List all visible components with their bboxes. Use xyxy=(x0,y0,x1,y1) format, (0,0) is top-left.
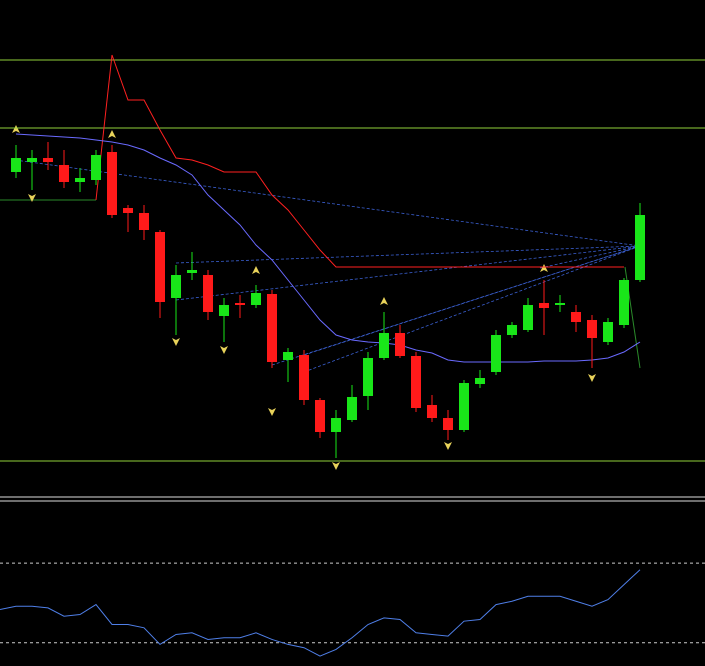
candle-body xyxy=(459,383,469,430)
candle-body xyxy=(139,213,149,230)
down-arrow xyxy=(332,462,340,470)
candle-body xyxy=(251,293,261,305)
up-arrow xyxy=(540,264,548,272)
fan-line xyxy=(14,159,641,247)
up-arrow xyxy=(108,130,116,138)
fan-line xyxy=(539,245,641,269)
candle-body xyxy=(155,232,165,302)
down-arrow xyxy=(220,346,228,354)
candle-body xyxy=(43,158,53,162)
down-arrow xyxy=(268,408,276,416)
candle-body xyxy=(619,280,629,325)
candle-body xyxy=(107,152,117,215)
candle-body xyxy=(539,303,549,308)
candle-body xyxy=(555,303,565,305)
candle-body xyxy=(283,352,293,360)
oscillator-line xyxy=(0,569,641,657)
candle-body xyxy=(235,303,245,305)
candle-body xyxy=(331,418,341,432)
candle-body xyxy=(299,355,309,400)
candle-body xyxy=(347,397,357,420)
candle-body xyxy=(75,178,85,182)
candle-body xyxy=(187,270,197,273)
candle-body xyxy=(395,333,405,356)
up-arrow xyxy=(380,297,388,305)
down-arrow xyxy=(28,194,36,202)
fan-line xyxy=(175,245,641,264)
candle-body xyxy=(203,275,213,312)
candle-body xyxy=(491,335,501,372)
candle-body xyxy=(363,358,373,396)
candle-body xyxy=(171,275,181,298)
candle-body xyxy=(91,155,101,180)
indicator-line xyxy=(15,133,641,363)
candle-body xyxy=(523,305,533,330)
candle-body xyxy=(11,158,21,172)
candle-body xyxy=(635,215,645,280)
candle-body xyxy=(123,208,133,213)
fan-line xyxy=(271,245,641,366)
candle-body xyxy=(315,400,325,432)
down-arrow xyxy=(172,338,180,346)
candle-body xyxy=(27,158,37,162)
candle-body xyxy=(475,378,485,384)
arrows xyxy=(12,125,596,470)
candle-body xyxy=(427,405,437,418)
fan-lines xyxy=(14,159,641,373)
candle-body xyxy=(379,333,389,358)
candle-body xyxy=(507,325,517,335)
candle-body xyxy=(603,322,613,342)
indicator-line xyxy=(95,54,624,268)
candle-body xyxy=(443,418,453,430)
up-arrow xyxy=(252,266,260,274)
candle-body xyxy=(571,312,581,322)
candle-body xyxy=(411,356,421,408)
down-arrow xyxy=(588,374,596,382)
candle-body xyxy=(587,320,597,338)
up-arrow xyxy=(12,125,20,133)
fan-line xyxy=(175,245,641,301)
candle-body xyxy=(59,165,69,182)
down-arrow xyxy=(444,442,452,450)
candle-body xyxy=(267,294,277,362)
candle-body xyxy=(219,305,229,316)
